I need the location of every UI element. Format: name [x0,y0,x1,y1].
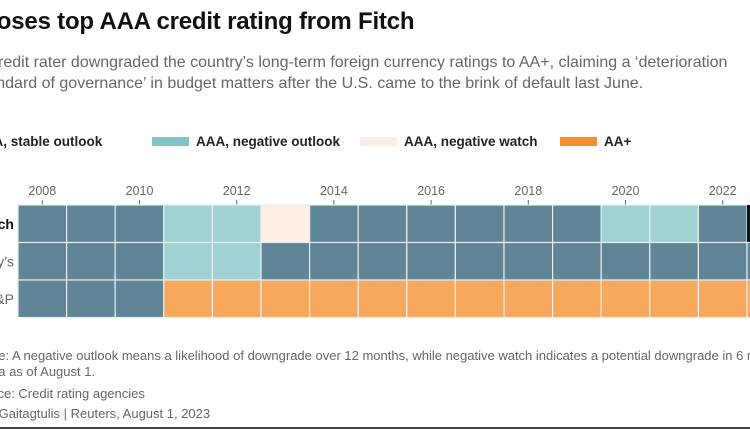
legend-item-stable: AAA, stable outlook [0,134,102,149]
legend-label-neg-outlook: AAA, negative outlook [196,134,341,149]
heatmap-cell [65,241,116,281]
heatmap-cell [649,204,699,244]
legend-swatch-aa-plus [560,137,597,146]
heatmap-cell [406,279,456,319]
heatmap-cell [697,279,748,319]
legend-swatch-neg-outlook [152,137,189,146]
heatmap-cell [114,241,165,281]
heatmap-cell [17,204,68,244]
ratings-heatmap: 2008 2010 2012 2014 2016 2018 2020 2022 Fitch Moo… [0,184,750,319]
legend-label-neg-watch: AAA, negative watch [404,134,538,149]
heatmap-cell [697,241,748,281]
heatmap-cell [649,279,699,319]
heatmap-cell [17,241,68,281]
heatmap-cell [114,279,165,319]
heatmap-cell [503,241,554,281]
heatmap-cell [114,204,165,244]
legend-swatch-neg-watch [360,137,397,146]
heatmap-cell [697,204,748,244]
heatmap-cell [17,279,68,319]
x-tick-label: 2012 [223,184,251,198]
heatmap-cell [454,204,505,244]
heatmap-cell [503,279,554,319]
heatmap-cell [454,279,505,319]
legend-item-neg-outlook: AAA, negative outlook [152,134,340,149]
source-note: Source: Credit rating agencies [0,386,145,401]
heatmap-cell [551,241,602,281]
heatmap-cell [551,204,602,244]
legend-label-aa-plus: AA+ [604,134,632,149]
x-tick-label: 2008 [28,184,56,198]
heatmap-cell [260,204,311,244]
heatmap-cell [309,241,359,281]
credit-author: Mariana Gaitagtulis [0,406,60,421]
heatmap-cell [65,279,116,319]
legend-label-stable: AAA, stable outlook [0,134,103,149]
row-label: S&P [0,291,14,307]
x-tick-label: 2010 [126,184,154,198]
row-label: Moody’s [0,253,14,269]
footnote: Note: A negative outlook means a likelih… [0,348,750,380]
heatmap-cell [211,204,262,244]
heatmap-cell [406,241,456,281]
row-label: Fitch [0,216,14,232]
heatmap-cell [649,241,699,281]
legend-item-neg-watch: AAA, negative watch [360,134,538,149]
x-tick-label: 2014 [320,184,348,198]
legend-item-aa-plus: AA+ [560,134,631,149]
heatmap-cell [600,279,651,319]
heatmap-cell [163,279,214,319]
heatmap-cell [357,204,408,244]
heatmap-cell [357,279,408,319]
x-tick-label: 2020 [612,184,640,198]
heatmap-cell [309,204,359,244]
heatmap-cell [211,241,262,281]
heatmap-cell [454,241,505,281]
footnote-line-2: Data as of August 1. [0,364,96,379]
heatmap-cell [747,205,750,243]
heatmap-cell [163,204,214,244]
chart-subtitle: The credit rater downgraded the country’… [0,52,727,94]
x-tick-label: 2022 [709,184,737,198]
x-tick-label: 2016 [417,184,445,198]
credit-outlet: Reuters, August 1, 2023 [70,406,211,421]
heatmap-cell [503,204,554,244]
bottom-divider [0,427,750,429]
subtitle-line-1: The credit rater downgraded the country’… [0,54,728,71]
heatmap-cell [260,241,311,281]
heatmap-cell [406,204,456,244]
heatmap-cell [746,279,750,319]
footnote-line-1: Note: A negative outlook means a likelih… [0,348,750,363]
heatmap-cell [163,241,214,281]
subtitle-line-2: in standard of governance’ in budget mat… [0,75,644,92]
heatmap-cell [746,241,750,281]
heatmap-cell [260,279,311,319]
heatmap-cell [309,279,359,319]
heatmap-cell [211,279,262,319]
x-tick-label: 2018 [514,184,542,198]
heatmap-cell [357,241,408,281]
credit-line: Mariana Gaitagtulis | Reuters, August 1,… [0,406,210,421]
heatmap-cell [65,204,116,244]
heatmap-cell [600,204,651,244]
heatmap-cell [600,241,651,281]
credit-separator: | [63,406,68,421]
chart-title: U.S. loses top AAA credit rating from Fi… [0,8,415,35]
heatmap-cell [551,279,602,319]
